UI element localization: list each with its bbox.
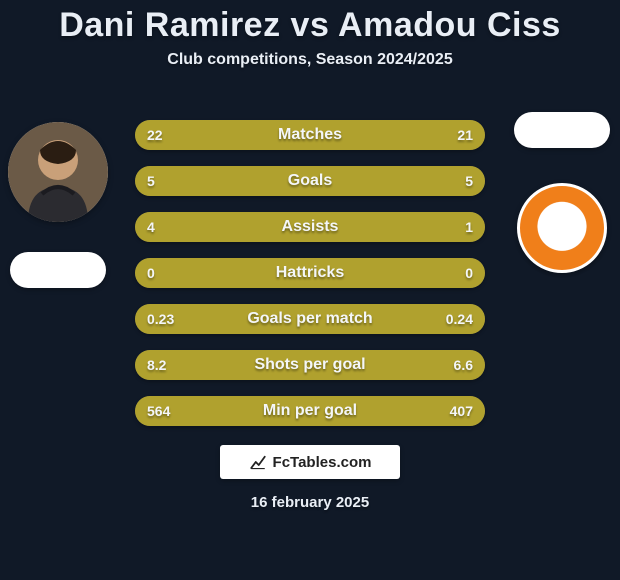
stat-value-left: 4	[135, 212, 167, 242]
stat-row: Matches22 21	[135, 120, 485, 150]
page-title: Dani Ramirez vs Amadou Ciss	[0, 6, 620, 45]
stat-value-right: 6.6	[442, 350, 485, 380]
stat-value-left: 8.2	[135, 350, 178, 380]
stat-label: Goals	[135, 166, 485, 196]
stat-label: Matches	[135, 120, 485, 150]
right-team-badge	[512, 178, 612, 278]
stat-value-left: 5	[135, 166, 167, 196]
comparison-card: Dani Ramirez vs Amadou Ciss Club competi…	[0, 0, 620, 580]
person-icon	[8, 122, 108, 222]
stat-row: Assists4 1	[135, 212, 485, 242]
stat-value-left: 0	[135, 258, 167, 288]
stat-label: Shots per goal	[135, 350, 485, 380]
right-player-column	[512, 112, 612, 278]
stats-bars: Matches22 21 Goals5 5 Assists4 1 Hattricks0 0 Go…	[135, 120, 485, 426]
stat-value-left: 564	[135, 396, 182, 426]
stat-label: Hattricks	[135, 258, 485, 288]
left-player-avatar	[8, 122, 108, 222]
stat-value-left: 22	[135, 120, 175, 150]
left-player-column	[8, 122, 108, 288]
stat-value-right: 0	[453, 258, 485, 288]
club-badge-icon	[517, 183, 607, 273]
date-text: 16 february 2025	[0, 494, 620, 511]
stat-value-right: 5	[453, 166, 485, 196]
stat-value-right: 1	[453, 212, 485, 242]
stat-value-left: 0.23	[135, 304, 186, 334]
stat-value-right: 407	[438, 396, 485, 426]
stat-row: Shots per goal8.2 6.6	[135, 350, 485, 380]
stats-icon	[249, 453, 267, 471]
stat-value-right: 21	[445, 120, 485, 150]
stat-row: Min per goal564 407	[135, 396, 485, 426]
stat-label: Goals per match	[135, 304, 485, 334]
left-team-badge	[10, 252, 106, 288]
brand-text: FcTables.com	[273, 454, 372, 471]
page-subtitle: Club competitions, Season 2024/2025	[0, 51, 620, 69]
right-team-pill	[514, 112, 610, 148]
stat-value-right: 0.24	[434, 304, 485, 334]
stat-label: Min per goal	[135, 396, 485, 426]
stat-row: Goals per match0.23 0.24	[135, 304, 485, 334]
stat-row: Goals5 5	[135, 166, 485, 196]
brand-badge: FcTables.com	[220, 445, 400, 479]
stat-label: Assists	[135, 212, 485, 242]
stat-row: Hattricks0 0	[135, 258, 485, 288]
